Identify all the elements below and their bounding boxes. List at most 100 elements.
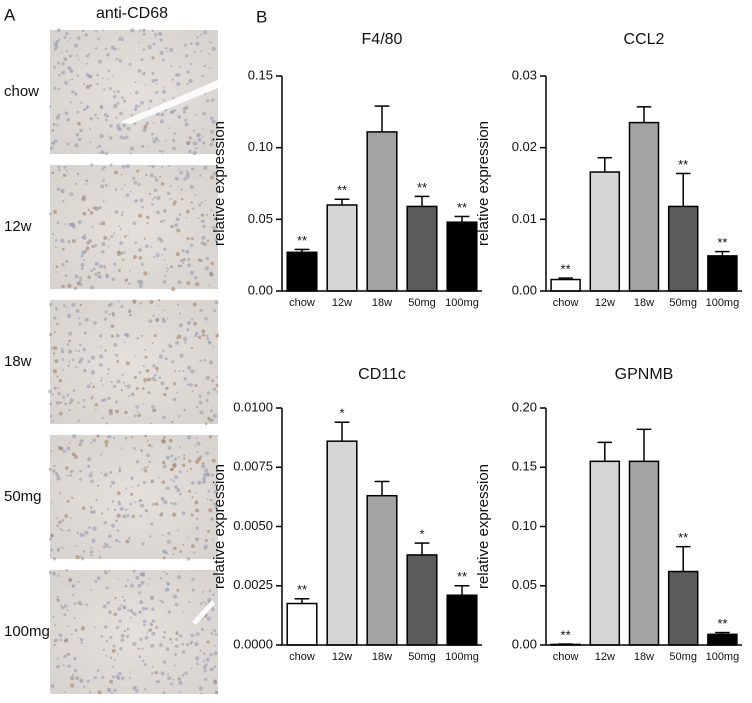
cell xyxy=(180,258,184,262)
micrograph-bg xyxy=(50,570,218,694)
cell xyxy=(127,609,130,612)
micrograph xyxy=(48,434,218,561)
cell xyxy=(202,242,207,247)
cell xyxy=(211,379,215,383)
cell xyxy=(79,128,83,133)
cell xyxy=(211,458,216,463)
cell xyxy=(160,182,165,186)
cell xyxy=(66,313,72,318)
cell xyxy=(113,342,118,347)
cell xyxy=(49,332,53,337)
cell xyxy=(215,333,220,338)
cell xyxy=(186,82,189,85)
cell xyxy=(144,469,148,473)
cell xyxy=(187,365,192,370)
cell xyxy=(103,625,108,629)
cell xyxy=(189,641,193,645)
cell xyxy=(92,206,96,210)
x-tick-label: 50mg xyxy=(408,651,436,663)
cell xyxy=(58,520,62,524)
cell xyxy=(117,500,121,504)
cell xyxy=(201,127,204,130)
significance: ** xyxy=(561,627,571,642)
cell xyxy=(169,47,174,52)
cell xyxy=(160,671,165,676)
chart-title: CCL2 xyxy=(624,31,665,48)
cell xyxy=(126,579,130,582)
cell xyxy=(73,43,79,48)
cell xyxy=(55,265,59,269)
cell xyxy=(148,628,153,632)
micrograph xyxy=(48,299,220,426)
cell xyxy=(64,274,68,277)
cell xyxy=(161,58,165,62)
cell xyxy=(101,416,104,420)
cell xyxy=(163,550,167,554)
cell xyxy=(82,347,87,352)
cell xyxy=(139,29,142,32)
x-tick-label: 12w xyxy=(595,651,615,663)
cell xyxy=(56,657,59,660)
cell xyxy=(195,41,200,46)
cell xyxy=(209,142,214,147)
cell xyxy=(141,542,145,546)
cell xyxy=(104,118,108,122)
cell xyxy=(155,112,160,117)
cell xyxy=(107,303,111,307)
cell xyxy=(196,450,199,454)
cell xyxy=(186,536,189,539)
cell xyxy=(115,625,120,630)
cell xyxy=(210,175,214,180)
cell xyxy=(69,37,72,40)
cell xyxy=(142,480,147,485)
cell xyxy=(125,361,130,366)
cell xyxy=(143,348,146,351)
cell xyxy=(104,310,108,314)
cell xyxy=(143,662,147,667)
cell xyxy=(159,50,164,56)
cell xyxy=(149,173,154,178)
cell xyxy=(101,512,104,515)
cell xyxy=(205,256,210,261)
cell xyxy=(165,386,169,390)
cell xyxy=(163,259,166,262)
cell xyxy=(90,370,96,375)
cell xyxy=(148,319,153,324)
bar xyxy=(446,221,478,292)
cell xyxy=(156,210,160,215)
cell xyxy=(66,499,70,503)
cell xyxy=(175,637,179,641)
cell xyxy=(138,371,142,374)
cell xyxy=(78,477,82,481)
cell xyxy=(207,284,210,287)
cell xyxy=(61,518,65,522)
cell xyxy=(210,607,215,612)
x-tick-label: 18w xyxy=(634,297,654,309)
cell xyxy=(104,47,108,51)
bar xyxy=(286,602,318,646)
y-tick-label: 0.05 xyxy=(512,577,537,592)
cell xyxy=(154,671,158,675)
cell xyxy=(76,74,80,77)
cell xyxy=(132,255,137,260)
cell xyxy=(90,382,93,385)
cell xyxy=(66,118,70,122)
cell xyxy=(197,335,202,339)
cell xyxy=(73,669,78,673)
cell xyxy=(103,545,105,548)
cell xyxy=(80,262,85,268)
chart-title: GPNMB xyxy=(615,366,674,383)
cell xyxy=(165,572,169,576)
cell xyxy=(68,442,71,445)
cell xyxy=(150,445,153,448)
cell xyxy=(194,383,198,387)
cell xyxy=(52,65,56,69)
cell xyxy=(74,92,78,96)
cell xyxy=(152,314,155,317)
cell xyxy=(160,511,164,515)
cell xyxy=(154,136,159,141)
cell xyxy=(104,443,108,448)
cell xyxy=(151,198,154,201)
cell xyxy=(139,637,143,642)
cell xyxy=(133,446,136,450)
